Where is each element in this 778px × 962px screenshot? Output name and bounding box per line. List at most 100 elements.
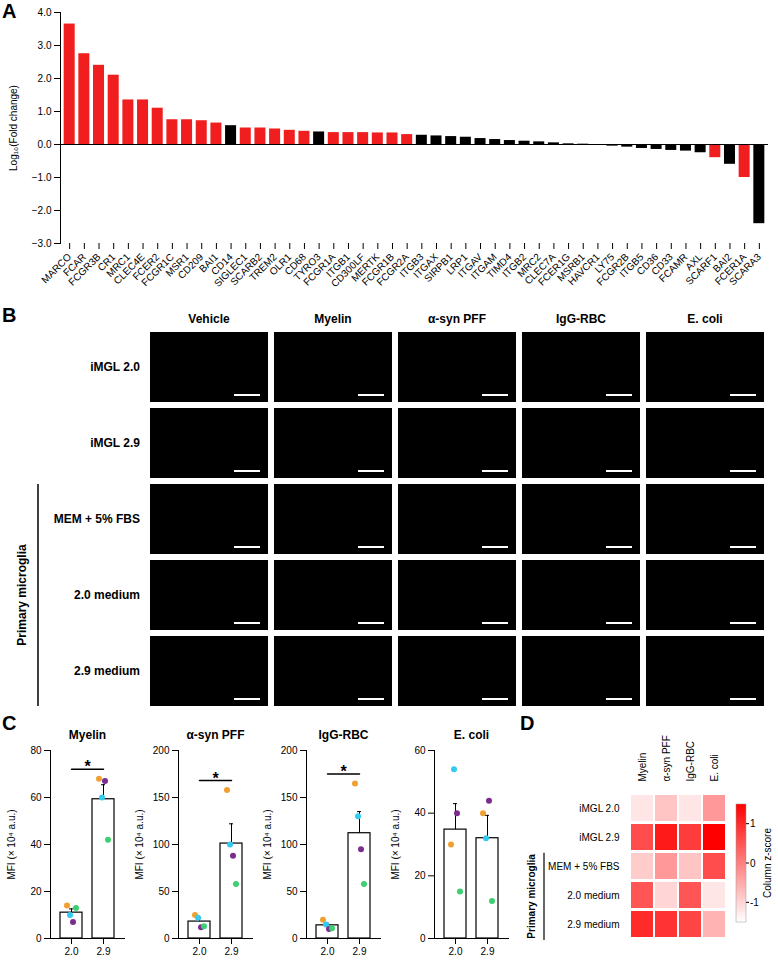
svg-text:MEM + 5% FBS: MEM + 5% FBS	[54, 512, 140, 526]
svg-text:SIGLEC1: SIGLEC1	[211, 251, 250, 289]
svg-text:100: 100	[153, 839, 170, 850]
svg-text:−3.0: −3.0	[32, 238, 52, 249]
svg-text:2.0: 2.0	[65, 946, 79, 957]
svg-text:FCGR2B: FCGR2B	[594, 251, 631, 288]
svg-text:FCGR3B: FCGR3B	[66, 251, 103, 288]
svg-text:MFI (× 10⁴ a.u.): MFI (× 10⁴ a.u.)	[390, 809, 401, 879]
svg-text:FCER1G: FCER1G	[535, 251, 573, 288]
svg-text:-1: -1	[750, 897, 759, 908]
svg-text:SIRPB1: SIRPB1	[421, 251, 455, 285]
svg-text:*: *	[84, 758, 91, 775]
svg-text:IgG-RBC: IgG-RBC	[685, 741, 696, 782]
svg-text:α-syn PFF: α-syn PFF	[661, 735, 672, 781]
svg-text:2.0 medium: 2.0 medium	[567, 890, 619, 901]
svg-text:20: 20	[30, 886, 42, 897]
svg-text:iMGL 2.0: iMGL 2.0	[90, 360, 140, 374]
svg-text:2.0: 2.0	[449, 946, 463, 957]
svg-text:MSRB1: MSRB1	[554, 251, 587, 284]
svg-text:Myelin: Myelin	[637, 753, 648, 782]
svg-text:FCGR1A: FCGR1A	[301, 251, 338, 288]
svg-text:0.0: 0.0	[38, 139, 52, 150]
svg-text:iMGL 2.9: iMGL 2.9	[90, 436, 140, 450]
svg-text:200: 200	[153, 745, 170, 756]
svg-text:SCARF1: SCARF1	[683, 251, 719, 287]
svg-text:iMGL 2.0: iMGL 2.0	[579, 803, 620, 814]
svg-text:2.9: 2.9	[225, 946, 239, 957]
svg-text:2.9 medium: 2.9 medium	[74, 664, 140, 678]
svg-text:2.9: 2.9	[97, 946, 111, 957]
svg-text:0: 0	[36, 933, 42, 944]
svg-text:MFI (× 10⁴ a.u.): MFI (× 10⁴ a.u.)	[134, 809, 145, 879]
svg-text:E. coli: E. coli	[709, 754, 720, 781]
svg-text:60: 60	[30, 792, 42, 803]
svg-text:2.0: 2.0	[38, 73, 52, 84]
svg-text:FCER2: FCER2	[130, 251, 162, 283]
svg-text:2.0: 2.0	[321, 946, 335, 957]
svg-text:50: 50	[286, 886, 298, 897]
svg-text:iMGL 2.9: iMGL 2.9	[579, 832, 620, 843]
svg-text:1.0: 1.0	[38, 106, 52, 117]
svg-text:CD300LF: CD300LF	[328, 251, 367, 290]
svg-text:CD209: CD209	[175, 251, 206, 281]
svg-text:Primary microglia: Primary microglia	[15, 544, 29, 646]
svg-text:*: *	[212, 770, 219, 787]
svg-text:Vehicle: Vehicle	[188, 312, 230, 326]
svg-text:*: *	[340, 763, 347, 780]
svg-text:Column z-score: Column z-score	[762, 828, 773, 898]
svg-text:4.0: 4.0	[38, 7, 52, 18]
svg-text:1: 1	[750, 818, 756, 829]
svg-text:20: 20	[414, 870, 426, 881]
svg-text:CLEC4E: CLEC4E	[111, 251, 147, 287]
svg-text:MFI (× 10⁴ a.u.): MFI (× 10⁴ a.u.)	[6, 809, 17, 879]
svg-text:FCAMR: FCAMR	[656, 251, 690, 285]
svg-text:60: 60	[414, 745, 426, 756]
svg-text:150: 150	[281, 792, 298, 803]
svg-text:CLEC7A: CLEC7A	[522, 251, 558, 287]
svg-text:0: 0	[420, 933, 426, 944]
svg-text:40: 40	[414, 807, 426, 818]
svg-text:2.0 medium: 2.0 medium	[74, 588, 140, 602]
svg-text:MEM + 5% FBS: MEM + 5% FBS	[548, 861, 620, 872]
svg-text:TREM2: TREM2	[247, 251, 279, 283]
svg-text:200: 200	[281, 745, 298, 756]
svg-text:SCARA3: SCARA3	[727, 251, 763, 287]
svg-text:0: 0	[750, 858, 756, 869]
svg-text:80: 80	[30, 745, 42, 756]
svg-text:3.0: 3.0	[38, 40, 52, 51]
svg-text:IgG-RBC: IgG-RBC	[319, 728, 369, 742]
svg-text:SCARB2: SCARB2	[228, 251, 265, 288]
svg-text:2.0: 2.0	[193, 946, 207, 957]
svg-text:Myelin: Myelin	[69, 728, 106, 742]
svg-text:HAVCR1: HAVCR1	[565, 251, 602, 288]
svg-text:150: 150	[153, 792, 170, 803]
svg-text:TYRO3: TYRO3	[291, 251, 323, 283]
svg-text:E. coli: E. coli	[687, 312, 722, 326]
svg-text:TIMD4: TIMD4	[484, 251, 514, 281]
svg-text:α-syn PFF: α-syn PFF	[186, 728, 244, 742]
svg-text:2.9 medium: 2.9 medium	[567, 919, 619, 930]
svg-text:0: 0	[292, 933, 298, 944]
svg-text:FCER1A: FCER1A	[712, 251, 749, 287]
svg-text:α-syn PFF: α-syn PFF	[428, 312, 486, 326]
svg-text:ITGAX: ITGAX	[411, 251, 441, 281]
svg-text:Log₁₀(Fold change): Log₁₀(Fold change)	[8, 85, 19, 171]
svg-text:2.9: 2.9	[353, 946, 367, 957]
svg-text:−2.0: −2.0	[32, 205, 52, 216]
svg-text:MARCO: MARCO	[39, 251, 74, 286]
svg-text:−1.0: −1.0	[32, 172, 52, 183]
svg-text:IgG-RBC: IgG-RBC	[556, 312, 606, 326]
svg-text:100: 100	[281, 839, 298, 850]
svg-text:FCGR2A: FCGR2A	[374, 251, 411, 288]
svg-text:MFI (× 10⁴ a.u.): MFI (× 10⁴ a.u.)	[262, 809, 273, 879]
svg-text:Myelin: Myelin	[314, 312, 351, 326]
svg-text:2.9: 2.9	[481, 946, 495, 957]
svg-text:ITGAM: ITGAM	[468, 251, 499, 282]
svg-text:FCGR1C: FCGR1C	[139, 251, 177, 289]
svg-text:MERTK: MERTK	[349, 251, 382, 284]
svg-text:Primary microglia: Primary microglia	[526, 854, 537, 939]
svg-text:40: 40	[30, 839, 42, 850]
svg-text:50: 50	[158, 886, 170, 897]
svg-text:FCGR1B: FCGR1B	[359, 251, 397, 288]
svg-text:0: 0	[164, 933, 170, 944]
svg-text:E. coli: E. coli	[454, 728, 489, 742]
